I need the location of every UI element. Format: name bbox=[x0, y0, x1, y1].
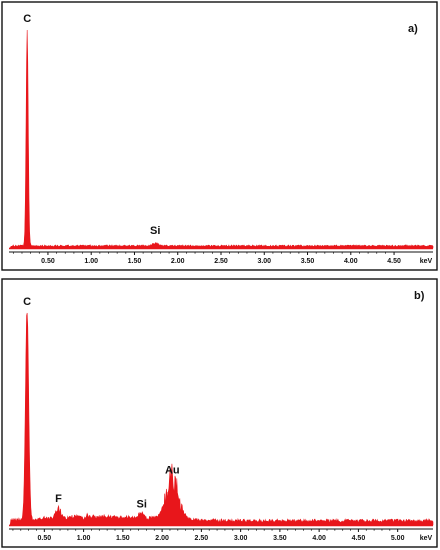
spectrum-b-x-axis: 0.50 1.00 1.50 2.00 2.50 3.00 3.50 4.00 4.50 5.00… bbox=[9, 528, 433, 542]
x-unit-label: keV bbox=[420, 258, 433, 265]
spectrum-a-x-axis: 0.50 1.00 1.50 2.00 2.50 3.00 3.50 4.00 4.50 keV bbox=[9, 251, 433, 265]
x-tick-label: 1.00 bbox=[84, 258, 98, 265]
spectrum-area bbox=[9, 29, 434, 249]
x-tick-label: 4.00 bbox=[312, 535, 326, 542]
x-tick-label: 0.50 bbox=[38, 535, 52, 542]
x-tick-label: 4.50 bbox=[387, 258, 401, 265]
panel-b-label: b) bbox=[414, 290, 425, 302]
peak-label-au: Au bbox=[165, 465, 180, 477]
x-tick-label: 3.00 bbox=[257, 258, 271, 265]
panel-b-frame bbox=[1, 278, 438, 548]
spectrum-b-series bbox=[9, 312, 434, 527]
spectrum-b-svg: 0.50 1.00 1.50 2.00 2.50 3.00 3.50 4.00 4.50 5.00… bbox=[1, 278, 438, 548]
spectrum-a-series bbox=[9, 29, 434, 250]
panel-a-label: a) bbox=[408, 23, 418, 35]
x-tick-label: 4.00 bbox=[344, 258, 358, 265]
x-tick-label: 2.50 bbox=[195, 535, 209, 542]
x-tick-label: 1.50 bbox=[128, 258, 142, 265]
spectrum-panel-b: 0.50 1.00 1.50 2.00 2.50 3.00 3.50 4.00 4.50 5.00… bbox=[0, 277, 440, 550]
x-tick-label: 3.50 bbox=[273, 535, 287, 542]
peak-label-si: Si bbox=[136, 499, 146, 511]
x-tick-label: 1.50 bbox=[116, 535, 130, 542]
x-unit-label: keV bbox=[420, 535, 433, 542]
x-tick-label: 2.00 bbox=[171, 258, 185, 265]
x-tick-label: 2.00 bbox=[155, 535, 169, 542]
x-tick-label: 3.00 bbox=[234, 535, 248, 542]
peak-label-c: C bbox=[23, 296, 31, 308]
peak-label-si: Si bbox=[150, 225, 160, 237]
peak-label-c: C bbox=[23, 13, 31, 25]
x-tick-label: 4.50 bbox=[352, 535, 366, 542]
peak-label-f: F bbox=[55, 493, 62, 505]
x-tick-label: 5.00 bbox=[391, 535, 405, 542]
x-tick-label: 3.50 bbox=[301, 258, 315, 265]
spectrum-a-peak-labels: C Si bbox=[23, 13, 160, 237]
x-tick-label: 2.50 bbox=[214, 258, 228, 265]
spectrum-area bbox=[9, 312, 434, 526]
x-tick-label: 0.50 bbox=[41, 258, 55, 265]
panel-a-frame bbox=[1, 1, 438, 271]
spectrum-a-svg: 0.50 1.00 1.50 2.00 2.50 3.00 3.50 4.00 4.50 keV … bbox=[1, 1, 438, 271]
spectrum-panel-a: 0.50 1.00 1.50 2.00 2.50 3.00 3.50 4.00 4.50 keV … bbox=[0, 0, 440, 274]
spectrum-b-peak-labels: C F Si Au bbox=[23, 296, 180, 511]
x-tick-label: 1.00 bbox=[77, 535, 91, 542]
